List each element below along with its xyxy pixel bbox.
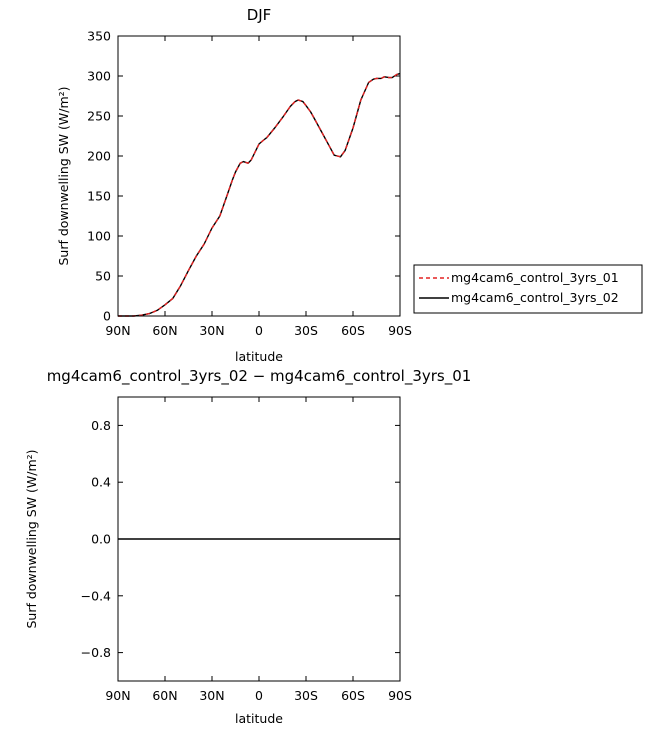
top-x-tick-label: 0 <box>255 323 263 338</box>
top-y-tick-label: 150 <box>87 189 111 204</box>
top-series-line-1 <box>118 72 401 317</box>
bottom-y-tick-label: −0.4 <box>81 588 111 603</box>
bottom-y-axis-label: Surf downwelling SW (W/m²) <box>24 449 39 628</box>
top-y-axis-label: Surf downwelling SW (W/m²) <box>56 86 71 265</box>
top-x-axis-label: latitude <box>235 349 283 364</box>
bottom-y-tick-label: 0.4 <box>91 475 111 490</box>
top-plot-frame <box>117 35 401 317</box>
bottom-x-tick-label: 90N <box>105 688 130 703</box>
bottom-x-tick-label: 30S <box>294 688 318 703</box>
top-ticks: 90N 60N 30N 0 30S 60S 90S 0 50 100 150 200 250 300 350 <box>87 29 412 339</box>
top-y-tick-label: 50 <box>95 269 111 284</box>
bottom-panel: mg4cam6_control_3yrs_02 − mg4cam6_contro… <box>24 367 471 726</box>
top-x-tick-label: 60S <box>341 323 365 338</box>
bottom-x-tick-label: 60N <box>152 688 177 703</box>
top-chart-title: DJF <box>247 6 272 24</box>
bottom-x-tick-label: 60S <box>341 688 365 703</box>
top-y-tick-label: 0 <box>103 309 111 324</box>
top-y-tick-label: 350 <box>87 29 111 44</box>
top-y-tick-label: 200 <box>87 149 111 164</box>
top-y-tick-label: 100 <box>87 229 111 244</box>
bottom-x-axis-label: latitude <box>235 711 283 726</box>
bottom-y-tick-label: 0.8 <box>91 418 111 433</box>
bottom-chart-title: mg4cam6_control_3yrs_02 − mg4cam6_contro… <box>47 367 472 386</box>
top-x-tick-label: 90N <box>105 323 130 338</box>
top-x-tick-label: 30N <box>199 323 224 338</box>
bottom-y-tick-label: 0.0 <box>91 532 111 547</box>
legend-box <box>413 264 643 314</box>
top-y-tick-label: 300 <box>87 69 111 84</box>
legend-label-series-2: mg4cam6_control_3yrs_02 <box>451 290 619 305</box>
legend-label-series-1: mg4cam6_control_3yrs_01 <box>451 270 619 285</box>
bottom-x-tick-label: 30N <box>199 688 224 703</box>
legend: mg4cam6_control_3yrs_01 mg4cam6_control_… <box>413 264 643 314</box>
top-x-tick-label: 30S <box>294 323 318 338</box>
top-y-tick-label: 250 <box>87 109 111 124</box>
bottom-y-tick-label: −0.8 <box>81 645 111 660</box>
top-x-tick-label: 90S <box>388 323 412 338</box>
bottom-x-tick-label: 0 <box>255 688 263 703</box>
bottom-x-tick-label: 90S <box>388 688 412 703</box>
top-series <box>118 72 401 317</box>
top-panel: DJF latitude Surf downwelling SW (W/m²) … <box>56 6 412 364</box>
bottom-ticks: 90N 60N 30N 0 30S 60S 90S −0.8 −0.4 0.0 0.4 0.8 <box>81 397 412 703</box>
top-series-line-2 <box>118 72 401 317</box>
bottom-plot-frame <box>117 396 401 682</box>
top-x-tick-label: 60N <box>152 323 177 338</box>
